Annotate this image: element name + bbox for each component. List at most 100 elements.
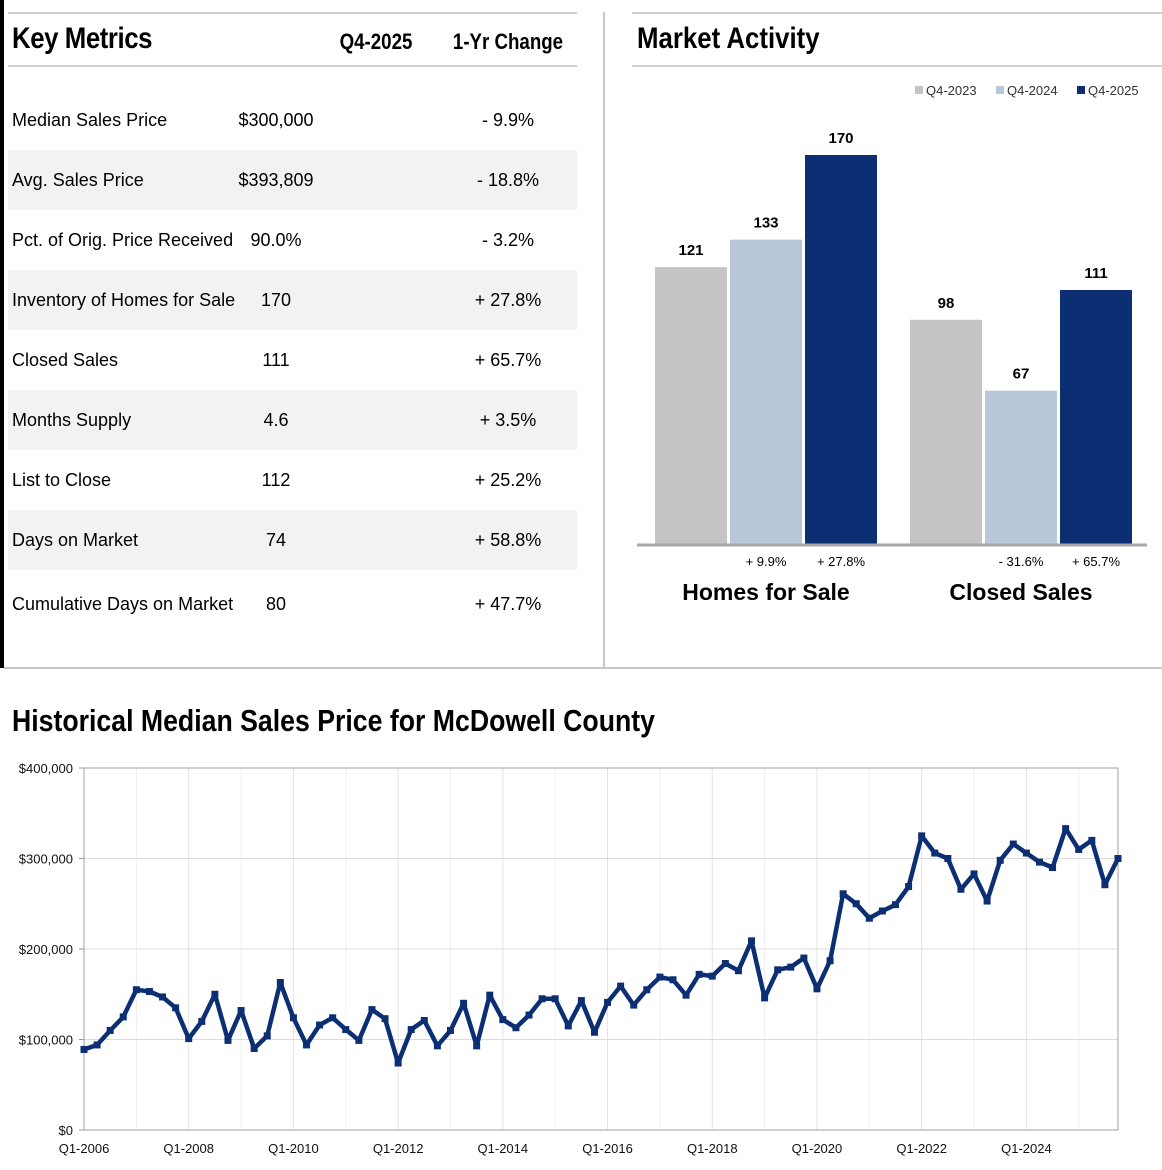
x-tick-label: Q1-2014	[478, 1141, 529, 1156]
data-point	[813, 985, 821, 993]
bar-change-label: + 65.7%	[1072, 554, 1121, 569]
data-point	[237, 1007, 245, 1015]
x-tick-label: Q1-2006	[59, 1141, 110, 1156]
x-tick-label: Q1-2012	[373, 1141, 424, 1156]
data-point	[276, 978, 284, 986]
metric-name: Avg. Sales Price	[12, 170, 144, 190]
data-point	[774, 966, 782, 974]
data-point	[198, 1017, 206, 1025]
data-point	[1114, 855, 1122, 862]
column-header-period: Q4-2025	[339, 29, 413, 54]
data-point	[983, 897, 991, 905]
table-row: Closed Sales 111 + 65.7%	[8, 330, 577, 390]
horizontal-divider	[4, 667, 1162, 669]
data-point	[263, 1032, 271, 1040]
legend-label: Q4-2025	[1088, 83, 1139, 98]
x-tick-label: Q1-2010	[268, 1141, 319, 1156]
legend-label: Q4-2024	[1007, 83, 1058, 98]
data-point	[826, 957, 834, 965]
data-point	[250, 1045, 258, 1053]
data-point	[473, 1042, 481, 1050]
data-point	[329, 1014, 337, 1022]
category-label: Closed Sales	[949, 579, 1092, 605]
data-point	[1035, 858, 1043, 866]
y-tick-label: $200,000	[19, 942, 73, 957]
data-point	[931, 849, 939, 857]
data-point	[604, 998, 612, 1006]
table-row: List to Close 112 + 25.2%	[8, 450, 577, 510]
column-header-change: 1-Yr Change	[452, 29, 564, 54]
data-point	[303, 1041, 311, 1049]
bar	[655, 267, 727, 544]
table-row: Median Sales Price $300,000 - 9.9%	[8, 90, 577, 150]
x-tick-label: Q1-2018	[687, 1141, 738, 1156]
bar-change-label: + 27.8%	[817, 554, 866, 569]
y-tick-label: $100,000	[19, 1033, 73, 1048]
data-point	[577, 997, 585, 1005]
metric-name: Months Supply	[12, 410, 132, 430]
data-point	[80, 1045, 88, 1053]
table-top-rule	[8, 12, 577, 14]
data-point	[1088, 836, 1096, 844]
bar-value-label: 170	[828, 130, 853, 147]
y-tick-label: $0	[59, 1123, 73, 1138]
market-activity-bar-chart: Q4-2023 Q4-2024 Q4-2025 121 133 170 + 9.9% + 27…	[637, 83, 1147, 605]
data-point	[486, 991, 494, 999]
metric-name: Pct. of Orig. Price Received	[12, 230, 234, 250]
data-point	[407, 1026, 415, 1034]
data-point	[839, 890, 847, 898]
data-point	[420, 1016, 428, 1024]
data-point	[748, 937, 756, 945]
metric-change: + 58.8%	[474, 530, 542, 550]
data-point	[551, 995, 559, 1003]
data-point	[617, 982, 625, 990]
x-tick-label: Q1-2016	[582, 1141, 633, 1156]
metric-change: - 3.2%	[481, 230, 535, 250]
plot-area-frame	[83, 767, 1119, 1131]
metric-change: + 25.2%	[474, 470, 542, 490]
data-point	[918, 832, 926, 840]
x-tick-label: Q1-2022	[896, 1141, 947, 1156]
metric-value: 170	[260, 290, 292, 310]
bar	[730, 239, 802, 544]
data-point	[433, 1042, 441, 1050]
data-point	[996, 856, 1004, 864]
data-point	[1022, 849, 1030, 857]
bar	[985, 390, 1057, 544]
bar	[1060, 290, 1132, 544]
table-header-rule	[8, 65, 577, 67]
legend-label: Q4-2023	[926, 83, 977, 98]
data-point	[1062, 825, 1070, 833]
metric-change: + 47.7%	[474, 594, 542, 614]
category-label: Homes for Sale	[682, 579, 849, 605]
metric-value: $300,000	[238, 110, 314, 130]
table-row: Avg. Sales Price $393,809 - 18.8%	[8, 150, 577, 210]
metric-change: + 27.8%	[474, 290, 542, 310]
legend-swatch	[915, 86, 923, 94]
data-point	[944, 855, 952, 862]
metric-change: - 9.9%	[481, 110, 535, 130]
data-point	[721, 959, 729, 967]
data-point	[891, 901, 899, 909]
table-row: Pct. of Orig. Price Received 90.0% - 3.2…	[8, 210, 577, 270]
bar-value-label: 133	[753, 215, 778, 232]
metric-value: 111	[262, 350, 290, 370]
metric-change: + 65.7%	[474, 350, 542, 370]
bar-change-label: - 31.6%	[999, 554, 1044, 569]
key-metrics-title: Key Metrics	[12, 22, 153, 55]
vertical-divider	[603, 12, 605, 668]
data-point	[224, 1036, 232, 1044]
bar	[910, 319, 982, 544]
data-point	[172, 1004, 180, 1012]
data-point	[878, 907, 886, 915]
table-row: Months Supply 4.6 + 3.5%	[8, 390, 577, 450]
market-activity-header-rule	[632, 65, 1162, 67]
data-point	[381, 1015, 389, 1023]
y-tick-label: $300,000	[19, 852, 73, 867]
y-tick-label: $400,000	[19, 761, 73, 776]
data-point	[590, 1028, 598, 1036]
data-point	[145, 988, 153, 996]
metric-name: Cumulative Days on Market	[12, 594, 234, 614]
data-point	[734, 967, 742, 975]
data-point	[957, 885, 965, 893]
